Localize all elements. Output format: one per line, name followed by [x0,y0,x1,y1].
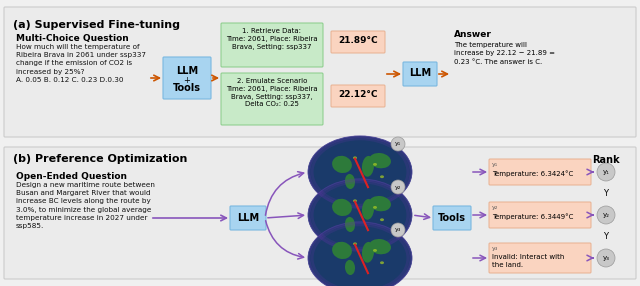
Text: (b) Preference Optimization: (b) Preference Optimization [13,154,188,164]
Circle shape [391,180,405,194]
Text: y₂: y₂ [602,212,609,218]
FancyBboxPatch shape [489,202,591,228]
Text: Answer: Answer [454,30,492,39]
Ellipse shape [369,196,391,211]
Text: y₃: y₃ [603,255,609,261]
Text: (a) Supervised Fine-tuning: (a) Supervised Fine-tuning [13,20,180,30]
FancyBboxPatch shape [4,147,636,279]
Text: Tools: Tools [438,213,466,223]
Text: 2. Emulate Scenario
Time: 2061, Place: Ribeira
Brava, Setting: ssp337,
Delta CO₂: 2. Emulate Scenario Time: 2061, Place: R… [226,78,318,107]
FancyBboxPatch shape [331,31,385,53]
Text: y₁: y₁ [603,169,609,175]
Ellipse shape [373,206,377,209]
FancyBboxPatch shape [4,7,636,137]
Ellipse shape [345,217,355,232]
Text: y₁: y₁ [492,162,499,167]
Text: y₃: y₃ [492,246,499,251]
Ellipse shape [353,156,357,159]
Text: The temperature will
increase by 22.12 − 21.89 =
0.23 °C. The answer is C.: The temperature will increase by 22.12 −… [454,42,555,65]
Text: Multi-Choice Question: Multi-Choice Question [16,34,129,43]
Text: 1. Retrieve Data:
Time: 2061, Place: Ribeira
Brava, Setting: ssp337: 1. Retrieve Data: Time: 2061, Place: Rib… [226,28,318,49]
Ellipse shape [380,175,384,178]
Text: How much will the temperature of
Ribeira Brava in 2061 under ssp337
change if th: How much will the temperature of Ribeira… [16,44,146,83]
Text: Y: Y [604,189,609,198]
Circle shape [597,249,615,267]
Text: Invalid: Interact with
the land.: Invalid: Interact with the land. [492,254,564,268]
Ellipse shape [373,249,377,252]
Ellipse shape [308,136,412,208]
Ellipse shape [380,261,384,264]
FancyBboxPatch shape [221,73,323,125]
Ellipse shape [362,156,374,177]
Text: LLM: LLM [237,213,259,223]
Ellipse shape [362,199,374,220]
Ellipse shape [369,153,391,168]
Text: y₁: y₁ [395,142,401,146]
Text: y₂: y₂ [492,205,499,210]
Circle shape [391,137,405,151]
Text: y₂: y₂ [395,184,401,190]
Text: +: + [184,76,191,85]
Ellipse shape [345,174,355,189]
Text: Tools: Tools [173,83,201,93]
Text: LLM: LLM [176,66,198,76]
FancyBboxPatch shape [163,57,211,99]
Ellipse shape [353,242,357,245]
FancyBboxPatch shape [489,159,591,185]
Ellipse shape [345,260,355,275]
Ellipse shape [332,156,352,173]
Ellipse shape [380,218,384,221]
Ellipse shape [369,239,391,254]
FancyBboxPatch shape [331,85,385,107]
FancyBboxPatch shape [221,23,323,67]
Text: Rank: Rank [592,155,620,165]
FancyBboxPatch shape [489,243,591,273]
Text: 21.89°C: 21.89°C [338,36,378,45]
Text: Y: Y [604,232,609,241]
Text: LLM: LLM [409,68,431,78]
Circle shape [597,163,615,181]
Ellipse shape [308,222,412,286]
Ellipse shape [373,163,377,166]
Ellipse shape [362,242,374,263]
Text: Design a new maritime route between
Busan and Margaret River that would
increase: Design a new maritime route between Busa… [16,182,155,229]
Circle shape [391,223,405,237]
Text: y₃: y₃ [395,227,401,233]
FancyBboxPatch shape [403,62,437,86]
Text: Temperature: 6.3424°C: Temperature: 6.3424°C [492,170,573,177]
Ellipse shape [353,199,357,202]
Text: Temperature: 6.3449°C: Temperature: 6.3449°C [492,213,573,220]
FancyBboxPatch shape [230,206,266,230]
Ellipse shape [308,179,412,251]
FancyBboxPatch shape [433,206,471,230]
Text: Open-Ended Question: Open-Ended Question [16,172,127,181]
Ellipse shape [332,242,352,259]
Text: 22.12°C: 22.12°C [339,90,378,99]
Circle shape [597,206,615,224]
Ellipse shape [332,199,352,216]
